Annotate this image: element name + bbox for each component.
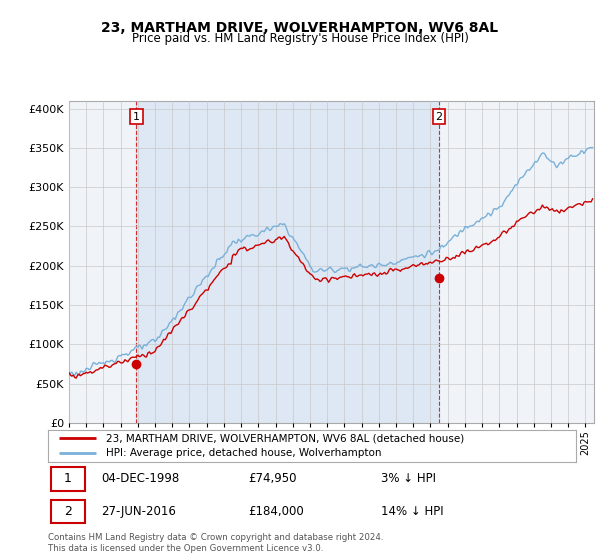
Text: 2: 2	[64, 505, 72, 517]
Text: £74,950: £74,950	[248, 473, 297, 486]
Bar	[136, 101, 439, 423]
Text: £184,000: £184,000	[248, 505, 304, 517]
Text: 1: 1	[133, 111, 140, 122]
Text: Price paid vs. HM Land Registry's House Price Index (HPI): Price paid vs. HM Land Registry's House …	[131, 32, 469, 45]
Text: 2: 2	[436, 111, 443, 122]
FancyBboxPatch shape	[50, 468, 85, 491]
Text: 14% ↓ HPI: 14% ↓ HPI	[380, 505, 443, 517]
Text: HPI: Average price, detached house, Wolverhampton: HPI: Average price, detached house, Wolv…	[106, 448, 382, 458]
Text: 3% ↓ HPI: 3% ↓ HPI	[380, 473, 436, 486]
Text: Contains HM Land Registry data © Crown copyright and database right 2024.
This d: Contains HM Land Registry data © Crown c…	[48, 533, 383, 553]
FancyBboxPatch shape	[50, 500, 85, 523]
Text: 23, MARTHAM DRIVE, WOLVERHAMPTON, WV6 8AL (detached house): 23, MARTHAM DRIVE, WOLVERHAMPTON, WV6 8A…	[106, 433, 464, 444]
Text: 04-DEC-1998: 04-DEC-1998	[101, 473, 179, 486]
Text: 23, MARTHAM DRIVE, WOLVERHAMPTON, WV6 8AL: 23, MARTHAM DRIVE, WOLVERHAMPTON, WV6 8A…	[101, 21, 499, 35]
Text: 27-JUN-2016: 27-JUN-2016	[101, 505, 176, 517]
Text: 1: 1	[64, 473, 72, 486]
